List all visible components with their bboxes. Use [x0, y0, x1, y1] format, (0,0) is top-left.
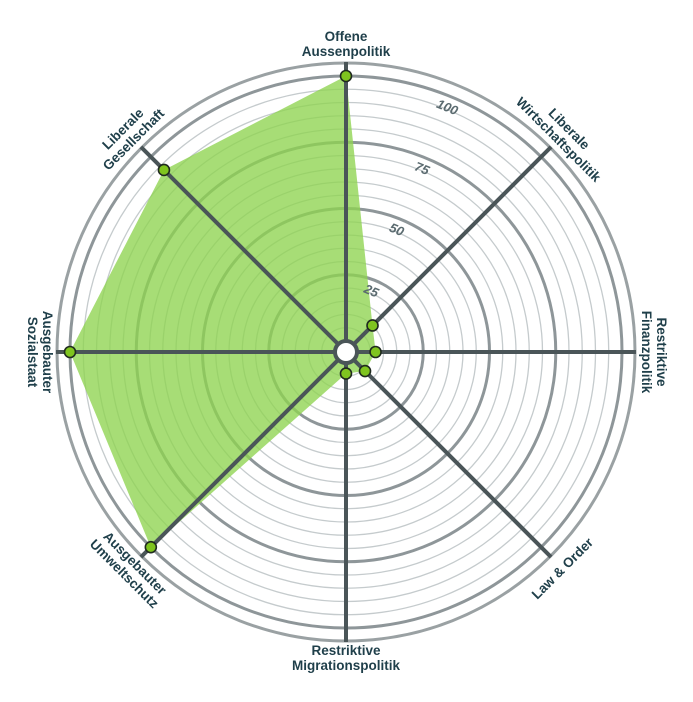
axis-label-line: Restriktive — [311, 643, 381, 658]
data-point — [339, 367, 353, 380]
axis-label-line: Ausgebauter — [40, 311, 55, 394]
data-point — [366, 319, 379, 332]
axis-spoke — [139, 145, 340, 346]
axis-label-line: Finanzpolitik — [639, 311, 654, 394]
center-hub — [333, 339, 359, 365]
data-point — [144, 540, 158, 554]
axis-spoke — [352, 358, 553, 559]
data-area — [70, 76, 376, 548]
tick-label: 25 — [361, 281, 382, 301]
data-point — [369, 345, 382, 359]
axis-spokes — [56, 62, 636, 642]
axis-label-line: Migrationspolitik — [292, 658, 400, 673]
axis-label-line: Restriktive — [654, 317, 669, 387]
data-point — [63, 345, 77, 359]
axis-label-line: Offene — [325, 29, 368, 44]
data-point — [339, 69, 353, 83]
axis-label-line: Aussenpolitik — [302, 44, 391, 59]
axis-label-line: Sozialstaat — [25, 317, 40, 388]
tick-label: 75 — [413, 159, 433, 179]
data-points — [63, 69, 382, 554]
data-point — [157, 163, 171, 177]
axis-spoke — [352, 145, 553, 346]
tick-label: 50 — [387, 220, 407, 240]
data-point — [358, 364, 372, 378]
data-polygon — [70, 76, 376, 548]
axis-spoke — [139, 358, 340, 559]
